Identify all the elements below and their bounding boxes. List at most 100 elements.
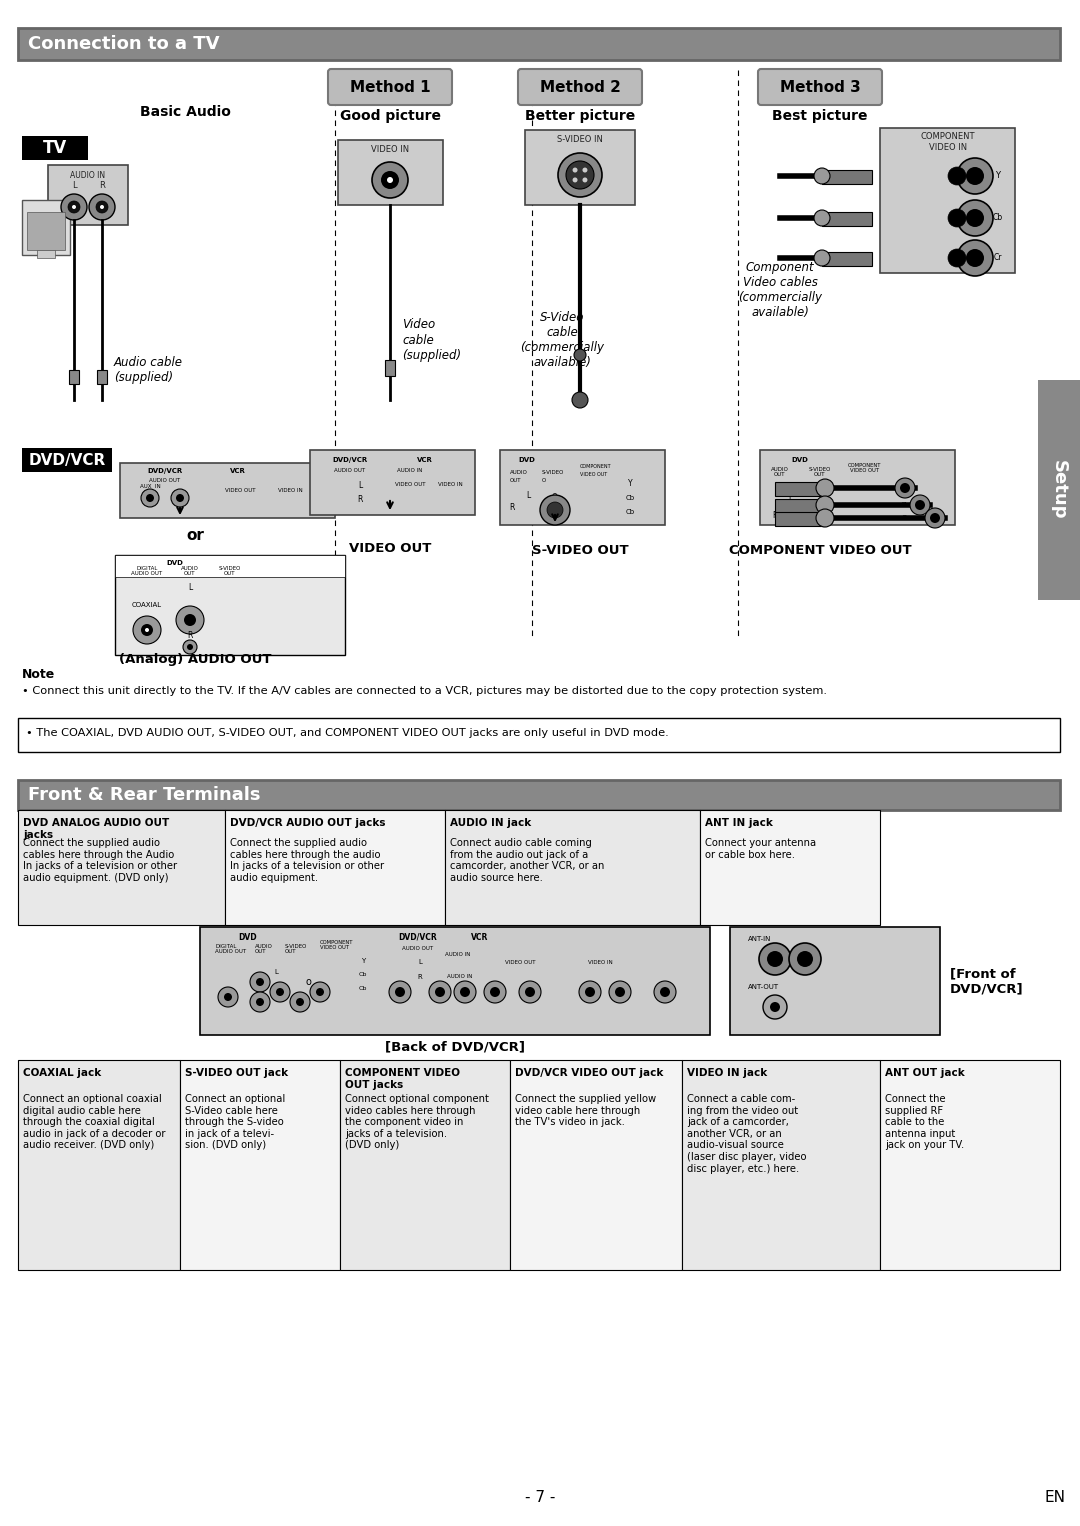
Circle shape	[372, 162, 408, 198]
Circle shape	[816, 510, 834, 526]
Text: R: R	[357, 496, 363, 505]
Circle shape	[387, 177, 393, 183]
Bar	[18, 1061, 180, 1270]
Text: AUDIO IN: AUDIO IN	[397, 467, 422, 473]
Circle shape	[615, 987, 625, 996]
Text: L: L	[71, 180, 77, 189]
Bar	[775, 499, 825, 513]
Bar	[510, 1061, 681, 1270]
Text: • Connect this unit directly to the TV. If the A/V cables are connected to a VCR: • Connect this unit directly to the TV. …	[22, 687, 827, 696]
Circle shape	[895, 478, 915, 497]
Text: - 7 -: - 7 -	[525, 1491, 555, 1506]
Circle shape	[814, 168, 831, 185]
Text: DVD: DVD	[166, 560, 184, 566]
Bar	[880, 128, 1015, 273]
Circle shape	[566, 162, 594, 189]
Circle shape	[572, 392, 588, 407]
Circle shape	[72, 204, 76, 209]
Text: VCR: VCR	[471, 932, 488, 942]
Circle shape	[270, 983, 291, 1003]
Bar	[18, 27, 1059, 60]
Bar	[681, 1061, 880, 1270]
Bar	[384, 360, 395, 375]
Text: COMPONENT VIDEO
OUT jacks: COMPONENT VIDEO OUT jacks	[345, 1068, 460, 1090]
Circle shape	[930, 513, 940, 523]
Text: VIDEO OUT: VIDEO OUT	[225, 488, 255, 493]
Circle shape	[915, 501, 924, 510]
Text: Connect an optional coaxial
digital audio cable here
through the coaxial digital: Connect an optional coaxial digital audi…	[23, 1094, 165, 1151]
Text: VIDEO IN: VIDEO IN	[370, 145, 409, 154]
Circle shape	[454, 981, 476, 1003]
Text: DVD: DVD	[239, 932, 257, 942]
Circle shape	[816, 496, 834, 514]
Text: (Analog) AUDIO OUT: (Analog) AUDIO OUT	[119, 653, 271, 667]
FancyBboxPatch shape	[518, 69, 642, 105]
Text: AUDIO OUT: AUDIO OUT	[149, 479, 180, 484]
Circle shape	[249, 972, 270, 992]
Text: o: o	[305, 977, 311, 987]
Text: L: L	[526, 490, 530, 499]
Circle shape	[966, 209, 984, 227]
Text: Connect a cable com-
ing from the video out
jack of a camcorder,
another VCR, or: Connect a cable com- ing from the video …	[687, 1094, 807, 1173]
Circle shape	[579, 981, 600, 1003]
Bar	[200, 926, 710, 1035]
Bar	[310, 450, 475, 514]
Text: Y: Y	[996, 171, 1000, 180]
Text: Cb: Cb	[625, 510, 635, 514]
Text: DVD/VCR: DVD/VCR	[28, 453, 106, 467]
Text: COAXIAL: COAXIAL	[132, 601, 162, 607]
Text: ANT OUT jack: ANT OUT jack	[885, 1068, 964, 1077]
Text: AUDIO OUT: AUDIO OUT	[403, 946, 433, 952]
Circle shape	[814, 211, 831, 226]
Bar	[18, 719, 1059, 752]
Circle shape	[249, 992, 270, 1012]
Text: Audio cable
(supplied): Audio cable (supplied)	[114, 356, 183, 385]
Text: L: L	[188, 583, 192, 592]
Bar	[114, 555, 345, 655]
Bar	[822, 169, 872, 185]
Circle shape	[141, 624, 153, 636]
Text: ANT-IN: ANT-IN	[748, 935, 771, 942]
Text: S-VIDEO OUT: S-VIDEO OUT	[531, 543, 629, 557]
Bar	[775, 482, 825, 496]
Bar	[700, 810, 880, 925]
Bar	[775, 513, 825, 526]
Text: Y: Y	[627, 479, 632, 488]
Circle shape	[948, 249, 966, 267]
Text: Connect the supplied yellow
video cable here through
the TV's video in jack.: Connect the supplied yellow video cable …	[515, 1094, 657, 1128]
Bar	[114, 555, 345, 577]
Bar	[69, 369, 79, 385]
Text: EN: EN	[1044, 1491, 1066, 1506]
Text: O: O	[542, 478, 546, 482]
Text: AUDIO IN: AUDIO IN	[445, 952, 471, 957]
Circle shape	[540, 494, 570, 525]
Text: DVD/VCR: DVD/VCR	[333, 456, 367, 462]
Circle shape	[573, 349, 586, 362]
Bar	[22, 200, 70, 255]
Circle shape	[957, 240, 993, 276]
Circle shape	[176, 494, 184, 502]
Text: Y: Y	[361, 958, 365, 964]
Circle shape	[296, 998, 303, 1006]
Text: Connect audio cable coming
from the audio out jack of a
camcorder, another VCR, : Connect audio cable coming from the audi…	[450, 838, 605, 884]
Bar	[338, 140, 443, 204]
Text: O: O	[552, 493, 558, 502]
Text: ANT-OUT: ANT-OUT	[748, 984, 779, 990]
Text: R: R	[510, 504, 515, 513]
Circle shape	[572, 168, 578, 172]
Circle shape	[184, 613, 195, 626]
Text: AUDIO
OUT: AUDIO OUT	[771, 467, 788, 478]
Text: Front & Rear Terminals: Front & Rear Terminals	[28, 786, 260, 804]
Text: S-Video
cable
(commercially
available): S-Video cable (commercially available)	[519, 311, 604, 369]
Text: S-VIDEO
OUT: S-VIDEO OUT	[285, 943, 308, 954]
Circle shape	[429, 981, 451, 1003]
Text: COMPONENT
VIDEO IN: COMPONENT VIDEO IN	[921, 133, 975, 151]
Circle shape	[814, 250, 831, 266]
Text: DIGITAL
AUDIO OUT: DIGITAL AUDIO OUT	[215, 943, 246, 954]
Circle shape	[60, 194, 87, 220]
Text: R: R	[772, 511, 778, 519]
Circle shape	[490, 987, 500, 996]
Bar	[760, 450, 955, 525]
Text: Connect the supplied audio
cables here through the audio
In jacks of a televisio: Connect the supplied audio cables here t…	[230, 838, 384, 884]
Circle shape	[310, 983, 330, 1003]
